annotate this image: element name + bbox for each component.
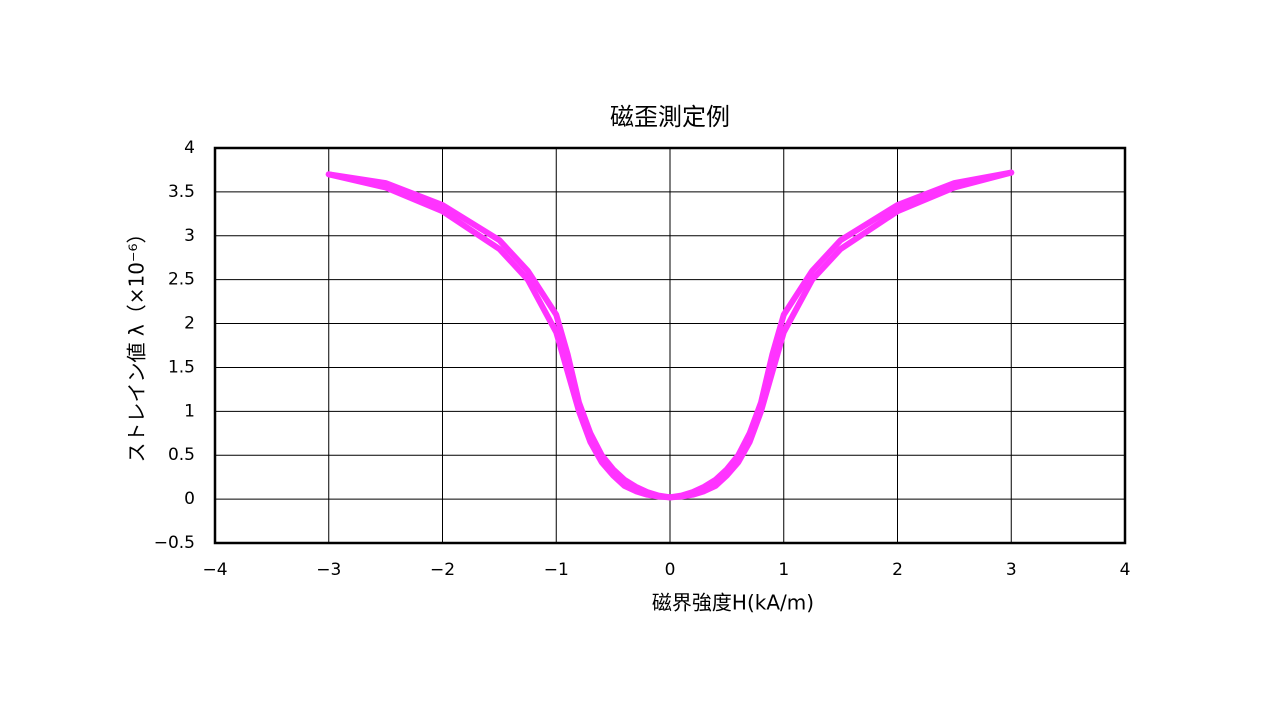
y-tick-label: 0.5 [168, 445, 195, 465]
y-axis-label: ストレイン値 λ（×10⁻⁶） [125, 224, 149, 463]
y-tick-label: −0.5 [154, 533, 195, 553]
y-tick-label: 2.5 [168, 270, 195, 290]
y-tick-label: 1.5 [168, 357, 195, 377]
x-tick-label: −2 [430, 560, 455, 580]
y-tick-label: 1 [184, 401, 195, 421]
y-tick-label: 2 [184, 314, 195, 334]
plot-frame [213, 146, 1127, 545]
x-tick-label: 2 [892, 560, 903, 580]
x-tick-label: −4 [202, 560, 227, 580]
y-tick-label: 0 [184, 489, 195, 509]
y-tick-label: 4 [184, 138, 195, 158]
x-tick-label: 4 [1120, 560, 1131, 580]
x-tick-label: −1 [544, 560, 569, 580]
x-tick-label: 0 [665, 560, 676, 580]
x-tick-label: −3 [316, 560, 341, 580]
x-tick-label: 3 [1006, 560, 1017, 580]
y-tick-label: 3.5 [168, 182, 195, 202]
x-axis-label: 磁界強度H(kA/m) [652, 591, 814, 615]
y-tick-label: 3 [184, 226, 195, 246]
chart-title: 磁歪測定例 [610, 103, 730, 131]
x-tick-label: 1 [778, 560, 789, 580]
data-line [325, 169, 1015, 501]
